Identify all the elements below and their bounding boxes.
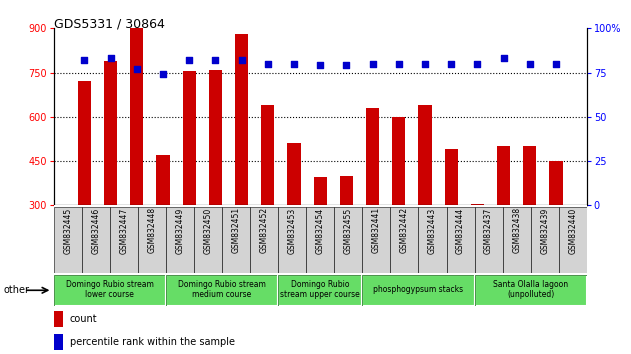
Point	[420, 61, 430, 67]
Bar	[334, 207, 362, 273]
Text: Domingo Rubio
stream upper course: Domingo Rubio stream upper course	[280, 280, 360, 299]
Bar	[54, 311, 63, 327]
Bar	[54, 275, 166, 306]
Bar	[261, 105, 274, 294]
Text: GSM832439: GSM832439	[540, 207, 549, 253]
Bar	[531, 207, 559, 273]
Bar	[166, 275, 278, 306]
Text: GSM832449: GSM832449	[175, 207, 184, 253]
Bar	[104, 61, 117, 294]
Point	[262, 61, 273, 67]
Text: GSM832438: GSM832438	[512, 207, 521, 253]
Bar	[340, 176, 353, 294]
Bar	[550, 161, 563, 294]
Bar	[250, 207, 278, 273]
Point	[210, 57, 220, 63]
Bar	[194, 207, 222, 273]
Bar	[54, 205, 587, 273]
Bar	[523, 146, 536, 294]
Text: GSM832440: GSM832440	[569, 207, 577, 253]
Text: GSM832437: GSM832437	[484, 207, 493, 253]
Bar	[235, 34, 248, 294]
Text: GSM832443: GSM832443	[428, 207, 437, 253]
Bar	[166, 275, 278, 306]
Bar	[392, 117, 405, 294]
Bar	[81, 207, 110, 273]
Text: Domingo Rubio stream
medium course: Domingo Rubio stream medium course	[178, 280, 266, 299]
Bar	[130, 28, 143, 294]
Bar	[54, 334, 63, 350]
Point	[368, 61, 378, 67]
Bar	[278, 207, 306, 273]
Point	[289, 61, 299, 67]
Point	[158, 72, 168, 77]
Point	[315, 63, 326, 68]
Bar	[366, 108, 379, 294]
Bar	[475, 275, 587, 306]
Bar	[314, 177, 327, 294]
Text: Domingo Rubio stream
lower course: Domingo Rubio stream lower course	[66, 280, 154, 299]
Bar	[418, 105, 432, 294]
Bar	[156, 155, 170, 294]
Text: GSM832450: GSM832450	[203, 207, 213, 253]
Text: GSM832444: GSM832444	[456, 207, 465, 253]
Bar	[559, 207, 587, 273]
Bar	[362, 207, 391, 273]
Text: GSM832442: GSM832442	[400, 207, 409, 253]
Point	[498, 56, 509, 61]
Bar	[222, 207, 250, 273]
Text: count: count	[69, 314, 97, 324]
Bar	[183, 71, 196, 294]
Text: GSM832454: GSM832454	[316, 207, 325, 253]
Point	[341, 63, 351, 68]
Text: GSM832446: GSM832446	[91, 207, 100, 253]
Text: GDS5331 / 30864: GDS5331 / 30864	[54, 18, 165, 31]
Bar	[447, 207, 475, 273]
Bar	[306, 207, 334, 273]
Point	[105, 56, 115, 61]
Text: percentile rank within the sample: percentile rank within the sample	[69, 337, 235, 347]
Bar	[110, 207, 138, 273]
Bar	[362, 275, 475, 306]
Text: GSM832451: GSM832451	[232, 207, 240, 253]
Bar	[278, 275, 362, 306]
Point	[446, 61, 456, 67]
Text: GSM832445: GSM832445	[63, 207, 72, 253]
Text: phosphogypsum stacks: phosphogypsum stacks	[374, 285, 464, 294]
Text: Santa Olalla lagoon
(unpolluted): Santa Olalla lagoon (unpolluted)	[493, 280, 569, 299]
Bar	[391, 207, 418, 273]
Bar	[138, 207, 166, 273]
Point	[394, 61, 404, 67]
Point	[237, 57, 247, 63]
Bar	[471, 204, 484, 294]
Text: GSM832448: GSM832448	[148, 207, 156, 253]
Bar	[475, 275, 587, 306]
Bar	[445, 149, 457, 294]
Bar	[209, 70, 222, 294]
Bar	[475, 207, 503, 273]
Point	[132, 66, 142, 72]
Bar	[78, 81, 91, 294]
Text: GSM832447: GSM832447	[119, 207, 128, 253]
Bar	[54, 275, 166, 306]
Bar	[166, 207, 194, 273]
Point	[473, 61, 483, 67]
Point	[525, 61, 535, 67]
Text: GSM832453: GSM832453	[288, 207, 297, 253]
Text: GSM832441: GSM832441	[372, 207, 381, 253]
Text: GSM832455: GSM832455	[344, 207, 353, 253]
Text: other: other	[3, 285, 29, 295]
Text: GSM832452: GSM832452	[259, 207, 269, 253]
Bar	[54, 207, 81, 273]
Point	[184, 57, 194, 63]
Bar	[278, 275, 362, 306]
Point	[80, 57, 90, 63]
Bar	[288, 143, 300, 294]
Bar	[362, 275, 475, 306]
Bar	[503, 207, 531, 273]
Bar	[418, 207, 447, 273]
Point	[551, 61, 561, 67]
Bar	[497, 146, 510, 294]
